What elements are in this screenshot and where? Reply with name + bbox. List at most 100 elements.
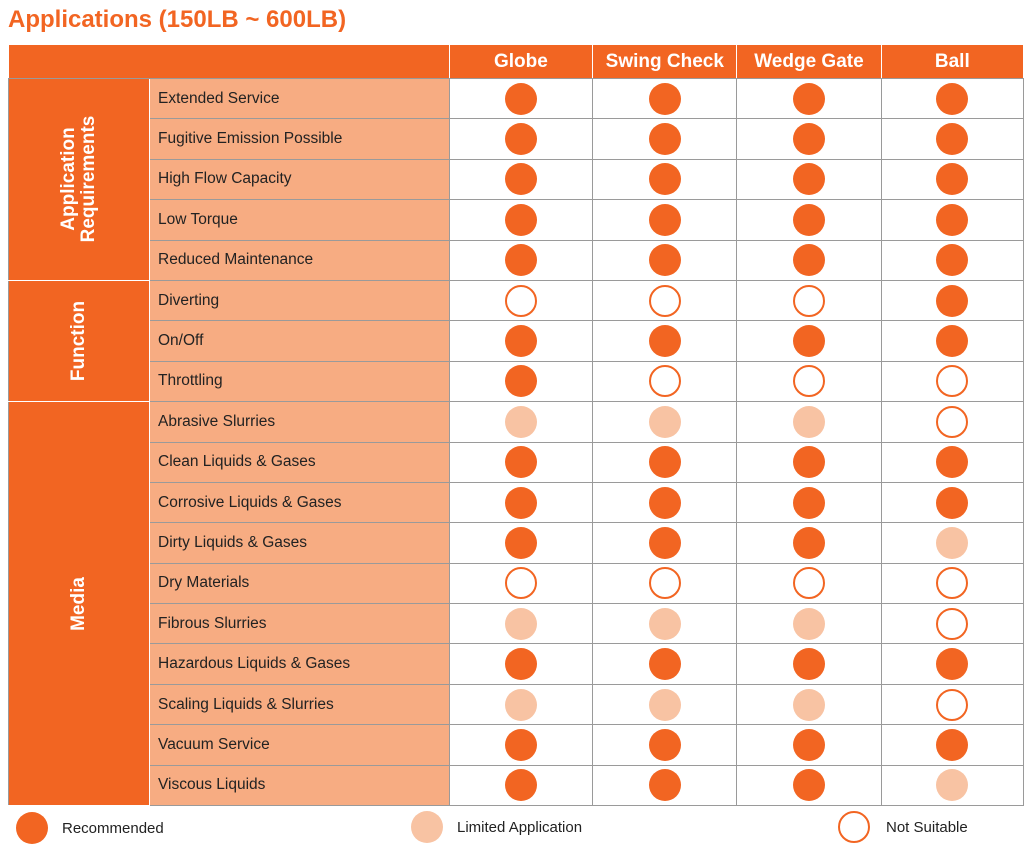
table-row: Reduced Maintenance <box>9 239 1024 281</box>
recommended-dot-icon <box>792 123 825 156</box>
recommended-dot-icon <box>936 728 969 761</box>
rating-cell <box>736 360 882 403</box>
row-label: Low Torque <box>149 199 450 241</box>
not-suitable-dot-icon <box>792 365 825 398</box>
recommended-dot-icon <box>792 728 825 761</box>
group-label: Media <box>8 401 150 807</box>
recommended-dot-icon <box>504 82 537 115</box>
rating-cell <box>736 320 882 362</box>
limited-dot-icon <box>648 688 681 721</box>
limited-dot-icon <box>648 607 681 640</box>
recommended-dot-icon <box>792 769 825 802</box>
recommended-dot-icon <box>504 244 537 277</box>
rating-cell <box>880 279 1024 322</box>
legend-label: Not Suitable <box>886 818 968 836</box>
rating-cell <box>592 441 738 483</box>
rating-cell <box>448 481 594 524</box>
row-label: Diverting <box>149 279 450 322</box>
recommended-dot-icon <box>648 325 681 358</box>
table-row: Clean Liquids & Gases <box>9 441 1024 483</box>
row-label: Fugitive Emission Possible <box>149 118 450 160</box>
recommended-dot-icon <box>648 526 681 559</box>
rating-cell <box>736 118 882 160</box>
limited-dot-icon <box>504 405 537 438</box>
rating-cell <box>880 441 1024 483</box>
not-suitable-dot-icon <box>648 365 681 398</box>
recommended-dot-icon <box>936 648 969 681</box>
table-row: On/Off <box>9 320 1024 362</box>
rating-cell <box>736 562 882 605</box>
applications-table: Globe Swing Check Wedge Gate Ball Applicati… <box>8 44 1024 807</box>
recommended-dot-icon <box>936 486 969 519</box>
row-label: Hazardous Liquids & Gases <box>149 643 450 685</box>
rating-cell <box>448 360 594 403</box>
limited-dot-icon <box>792 607 825 640</box>
column-header: Ball <box>880 44 1024 79</box>
not-suitable-dot-icon <box>936 688 969 721</box>
not-suitable-dot-icon <box>792 284 825 317</box>
not-suitable-dot-icon <box>936 567 969 600</box>
recommended-dot-icon <box>648 82 681 115</box>
recommended-dot-icon <box>504 486 537 519</box>
recommended-dot-icon <box>648 244 681 277</box>
rating-cell <box>880 158 1024 201</box>
rating-cell <box>592 320 738 362</box>
rating-cell <box>736 239 882 281</box>
recommended-dot-icon <box>648 163 681 196</box>
recommended-dot-icon <box>936 82 969 115</box>
rating-cell <box>592 401 738 443</box>
rating-cell <box>736 158 882 201</box>
legend-not-suitable: Not Suitable <box>838 811 968 843</box>
recommended-dot-icon <box>648 648 681 681</box>
limited-dot-icon <box>648 405 681 438</box>
recommended-dot-icon <box>504 728 537 761</box>
rating-cell <box>592 239 738 281</box>
recommended-dot-icon <box>504 123 537 156</box>
row-label: Dry Materials <box>149 562 450 605</box>
not-suitable-dot-icon <box>648 284 681 317</box>
legend-recommended: Recommended <box>16 812 164 844</box>
row-label: Abrasive Slurries <box>149 401 450 443</box>
rating-cell <box>880 764 1024 807</box>
rating-cell <box>592 683 738 726</box>
recommended-dot-icon <box>792 163 825 196</box>
rating-cell <box>736 764 882 807</box>
header-blank <box>8 44 450 79</box>
group-label: Application Requirements <box>8 78 150 281</box>
rating-cell <box>736 683 882 726</box>
row-label: Scaling Liquids & Slurries <box>149 683 450 726</box>
row-label: Clean Liquids & Gases <box>149 441 450 483</box>
recommended-dot-icon <box>648 486 681 519</box>
rating-cell <box>448 239 594 281</box>
rating-cell <box>880 603 1024 645</box>
rating-cell <box>736 77 882 120</box>
rating-cell <box>592 724 738 766</box>
recommended-dot-icon <box>504 365 537 398</box>
header-row: Globe Swing Check Wedge Gate Ball <box>8 44 1024 79</box>
recommended-dot-icon <box>792 486 825 519</box>
not-suitable-dot-icon <box>792 567 825 600</box>
rating-cell <box>448 764 594 807</box>
rating-cell <box>736 643 882 685</box>
rating-cell <box>448 320 594 362</box>
recommended-dot-icon <box>936 203 969 236</box>
recommended-dot-icon <box>504 769 537 802</box>
row-label: Viscous Liquids <box>149 764 450 807</box>
row-label: Reduced Maintenance <box>149 239 450 281</box>
row-label: Corrosive Liquids & Gases <box>149 481 450 524</box>
recommended-dot-icon <box>936 123 969 156</box>
rating-cell <box>592 764 738 807</box>
rating-cell <box>592 158 738 201</box>
row-label: Extended Service <box>149 77 450 120</box>
recommended-dot-icon <box>936 244 969 277</box>
group-label: Function <box>8 279 150 403</box>
recommended-dot-icon <box>936 325 969 358</box>
rating-cell <box>448 643 594 685</box>
rating-cell <box>592 481 738 524</box>
rating-cell <box>448 401 594 443</box>
rating-cell <box>880 401 1024 443</box>
rating-cell <box>592 522 738 564</box>
legend-label: Recommended <box>62 819 164 837</box>
rating-cell <box>448 158 594 201</box>
recommended-dot-icon <box>792 648 825 681</box>
